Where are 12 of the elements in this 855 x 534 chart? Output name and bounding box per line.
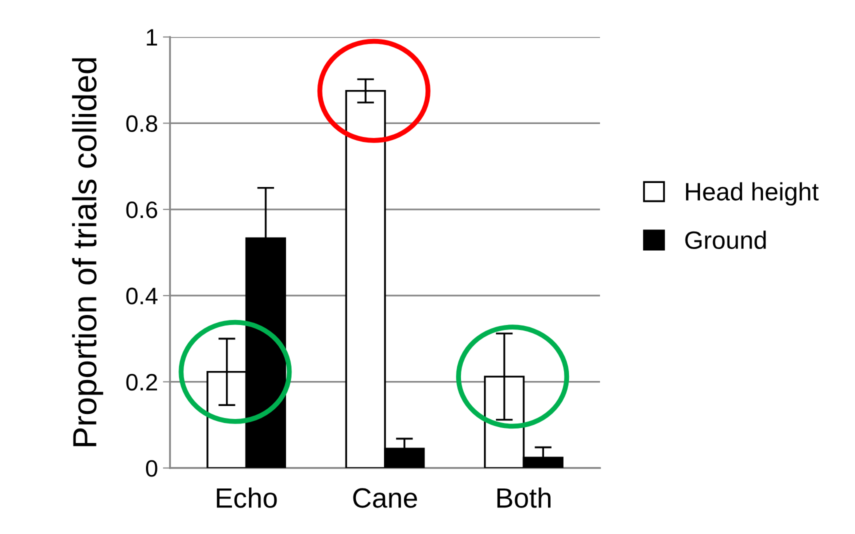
x-tick-label: Echo: [216, 487, 277, 508]
y-tick-label: 1: [146, 29, 158, 46]
y-axis-title: Proportion of trials collided: [72, 58, 104, 446]
y-tick-label: 0: [146, 460, 158, 477]
x-tick-label: Both: [497, 487, 550, 508]
legend-label: Ground: [685, 230, 766, 250]
x-tick-label: Cane: [353, 488, 417, 508]
legend-label: Head height: [686, 182, 819, 206]
y-tick-label: 0.8: [126, 115, 158, 132]
y-tick-label: 0.6: [126, 201, 158, 218]
y-tick-label: 0.2: [126, 374, 158, 391]
y-tick-label: 0.4: [126, 288, 158, 304]
